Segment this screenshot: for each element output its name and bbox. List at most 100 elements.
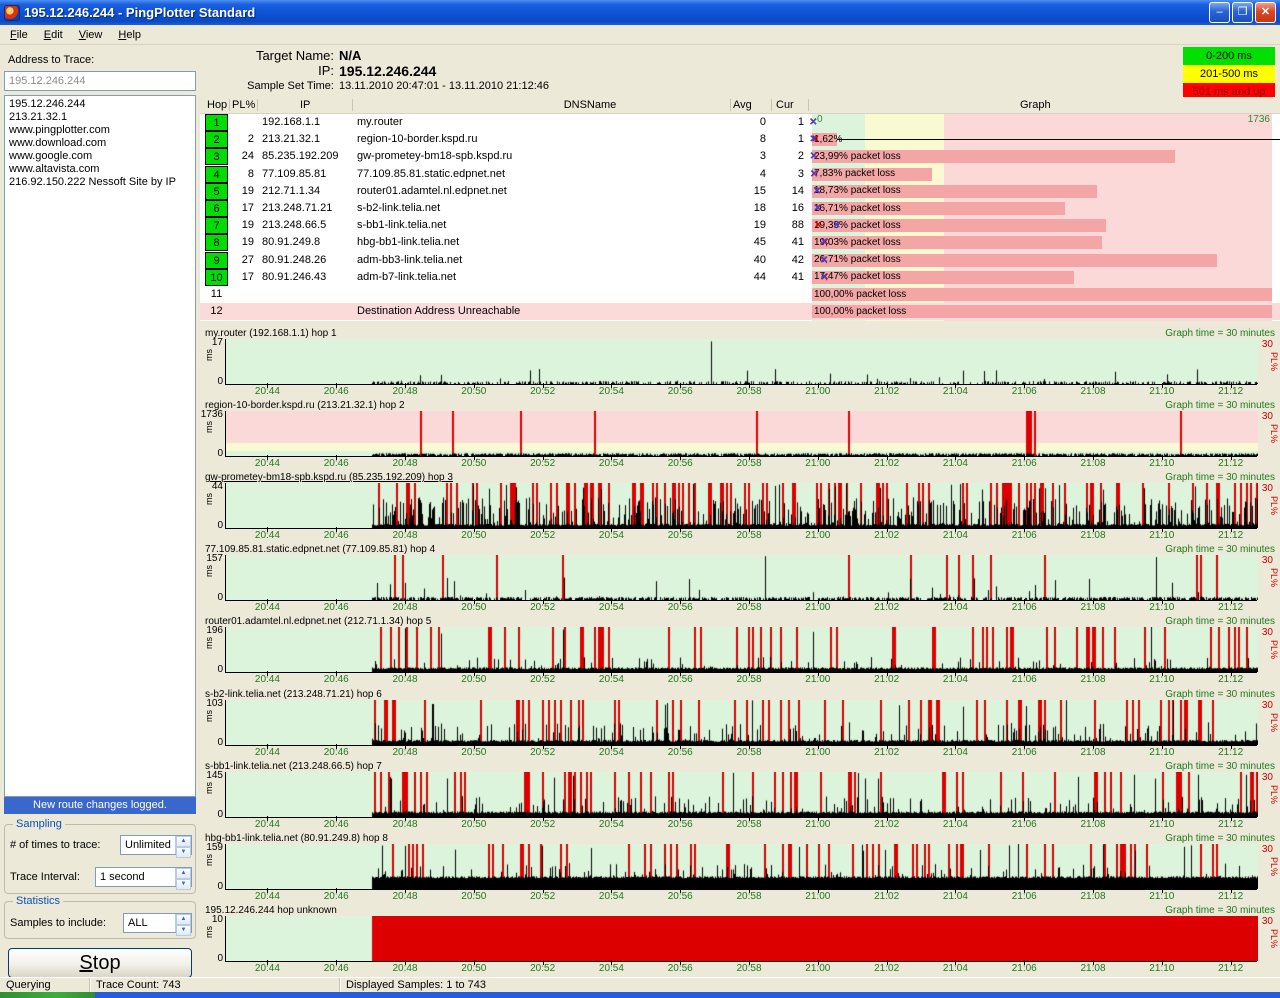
col-hop[interactable]: Hop	[207, 99, 228, 111]
menu-file[interactable]: File	[10, 28, 28, 41]
graph-plot[interactable]	[225, 339, 1258, 385]
graph-title[interactable]: router01.adamtel.nl.edpnet.net (212.71.1…	[205, 616, 432, 628]
times-to-trace-select[interactable]: Unlimited ▲ ▼	[120, 835, 192, 858]
menu-help[interactable]: Help	[118, 28, 142, 41]
graph-canvas[interactable]	[226, 339, 1258, 384]
timeline-graph: region-10-border.kspd.ru (213.21.32.1) h…	[200, 400, 1280, 472]
spin-up-icon[interactable]: ▲	[176, 914, 191, 925]
y-zero-label: 0	[217, 736, 223, 748]
spin-down-icon[interactable]: ▼	[176, 847, 191, 858]
spin-down-icon[interactable]: ▼	[176, 925, 191, 936]
graph-plot[interactable]	[225, 483, 1258, 530]
tick-label: 21:12	[1218, 386, 1244, 397]
col-pl[interactable]: PL%	[232, 99, 256, 111]
spin-up-icon[interactable]: ▲	[176, 836, 191, 847]
ms-axis-label: ms	[204, 565, 214, 578]
table-row[interactable]: 6 17 213.248.71.21 s-b2-link.telia.net 18 16 1…	[200, 200, 1280, 217]
interval-spinner[interactable]: ▲ ▼	[175, 868, 191, 890]
graph-title[interactable]: s-bb1-link.telia.net (213.248.66.5) hop …	[205, 760, 382, 772]
menu-edit[interactable]: Edit	[43, 28, 63, 41]
tick-label: 20:48	[392, 458, 418, 470]
table-row[interactable]: 12 Destination Address Unreachable 100,00%…	[200, 303, 1280, 321]
graph-plot[interactable]	[225, 915, 1258, 962]
col-avg[interactable]: Avg	[733, 99, 752, 111]
col-graph[interactable]: Graph	[1020, 99, 1051, 111]
graph-canvas[interactable]	[226, 843, 1258, 889]
table-row[interactable]: 1 192.168.1.1 my.router 0 1 ✕ ✕	[200, 114, 1280, 131]
col-cur[interactable]: Cur	[776, 99, 794, 111]
graph-canvas[interactable]	[226, 771, 1258, 817]
graph-canvas[interactable]	[226, 699, 1258, 745]
graph-plot[interactable]	[225, 699, 1258, 746]
graph-title[interactable]: hbg-bb1-link.telia.net (80.91.249.8) hop…	[205, 832, 388, 844]
tick-label: 20:52	[530, 602, 556, 614]
trace-interval-select[interactable]: 1 second ▲ ▼	[95, 867, 192, 890]
history-item[interactable]: 195.12.246.244	[9, 98, 86, 110]
tick-label: 21:04	[942, 890, 968, 902]
table-row[interactable]: 10 17 80.91.246.43 adm-b7-link.telia.net 44 4…	[200, 268, 1280, 286]
time-axis: 20:44 20:46 20:48 20:50 20:52 20:54 20:56 20:58…	[225, 455, 1257, 471]
spin-down-icon[interactable]: ▼	[176, 879, 191, 890]
graph-plot[interactable]	[225, 555, 1258, 602]
graph-canvas[interactable]	[226, 627, 1258, 673]
pl-cell: 2	[247, 133, 254, 146]
samples-spinner[interactable]: ▲ ▼	[175, 914, 191, 936]
col-dns[interactable]: DNSName	[563, 99, 617, 111]
table-row[interactable]: 8 19 80.91.249.8 hbg-bb1-link.telia.net 45 41…	[200, 234, 1280, 252]
address-input[interactable]	[4, 71, 196, 91]
title-bar[interactable]: 195.12.246.244 - PingPlotter Standard – …	[0, 0, 1280, 25]
graph-title[interactable]: s-b2-link.telia.net (213.248.71.21) hop …	[205, 688, 382, 700]
close-button[interactable]: ✕	[1255, 2, 1276, 23]
minimize-button[interactable]: –	[1209, 2, 1230, 23]
table-row[interactable]: 11 100,00% packet loss	[200, 286, 1280, 303]
address-history-list[interactable]: 195.12.246.244 213.21.32.1 www.pingplotter…	[4, 95, 196, 797]
y-zero-label: 0	[217, 520, 223, 532]
menu-view[interactable]: View	[78, 28, 103, 41]
tick-label: 21:10	[1149, 602, 1175, 614]
restore-button[interactable]: ❐	[1232, 2, 1253, 23]
graph-plot[interactable]	[225, 627, 1258, 674]
tick-label: 20:46	[323, 386, 349, 397]
stop-button[interactable]: Stop	[8, 948, 192, 978]
cur-x-marker: ✕	[809, 134, 818, 146]
tick-mark	[680, 527, 682, 533]
history-item[interactable]: www.pingplotter.com	[9, 124, 110, 136]
times-spinner[interactable]: ▲ ▼	[175, 836, 191, 858]
ip-cell: 85.235.192.209	[262, 150, 339, 163]
graph-title[interactable]: 77.109.85.81.static.edpnet.net (77.109.8…	[205, 544, 436, 556]
history-item[interactable]: www.altavista.com	[9, 163, 100, 175]
graph-title[interactable]: region-10-border.kspd.ru (213.21.32.1) h…	[205, 400, 405, 412]
graph-canvas[interactable]	[226, 555, 1258, 601]
table-row[interactable]: 9 27 80.91.248.26 adm-bb3-link.telia.net 40 4…	[200, 251, 1280, 269]
graph-plot[interactable]	[225, 411, 1258, 458]
graph-canvas[interactable]	[226, 915, 1258, 961]
tick-label: 21:00	[805, 530, 831, 542]
tick-label: 21:04	[942, 602, 968, 614]
start-button-fragment[interactable]	[0, 992, 95, 998]
graph-plot[interactable]	[225, 843, 1258, 890]
table-row[interactable]: 4 8 77.109.85.81 77.109.85.81.static.edpnet…	[200, 165, 1280, 183]
hop-table-header: Hop PL% IP DNSName Avg Cur Graph	[200, 97, 1280, 114]
graph-plot[interactable]	[225, 771, 1258, 818]
graph-title[interactable]: 195.12.246.244 hop unknown	[205, 904, 337, 916]
graph-canvas[interactable]	[226, 411, 1258, 457]
history-item[interactable]: 213.21.32.1	[9, 111, 68, 123]
history-item[interactable]: 216.92.150.222 Nessoft Site by IP	[9, 176, 176, 188]
graph-canvas[interactable]	[226, 483, 1258, 529]
taskbar-sliver[interactable]	[0, 992, 1280, 998]
spin-up-icon[interactable]: ▲	[176, 868, 191, 879]
history-item[interactable]: www.google.com	[9, 150, 93, 162]
sample-set-time-value: 13.11.2010 20:47:01 - 13.11.2010 21:12:4…	[339, 80, 549, 92]
table-row[interactable]: 3 24 85.235.192.209 gw-prometey-bm18-spb.ks…	[200, 148, 1280, 166]
table-row[interactable]: 7 19 213.248.66.5 s-bb1-link.telia.net 19 88 1…	[200, 217, 1280, 235]
col-ip[interactable]: IP	[300, 99, 311, 111]
graph-title[interactable]: gw-prometey-bm18-spb.kspd.ru (85.235.192…	[205, 472, 453, 484]
tick-mark	[1024, 743, 1026, 749]
tick-label: 21:02	[874, 602, 900, 614]
samples-include-select[interactable]: ALL ▲ ▼	[123, 913, 192, 936]
history-item[interactable]: www.download.com	[9, 137, 107, 149]
table-row[interactable]: 2 2 213.21.32.1 region-10-border.kspd.ru 8 1 1…	[200, 131, 1280, 149]
table-row[interactable]: 5 19 212.71.1.34 router01.adamtel.nl.edpnet…	[200, 182, 1280, 200]
graph-cell: 17,47% packet loss ✕ ✕	[812, 269, 1272, 286]
graph-title[interactable]: my.router (192.168.1.1) hop 1	[205, 328, 337, 339]
